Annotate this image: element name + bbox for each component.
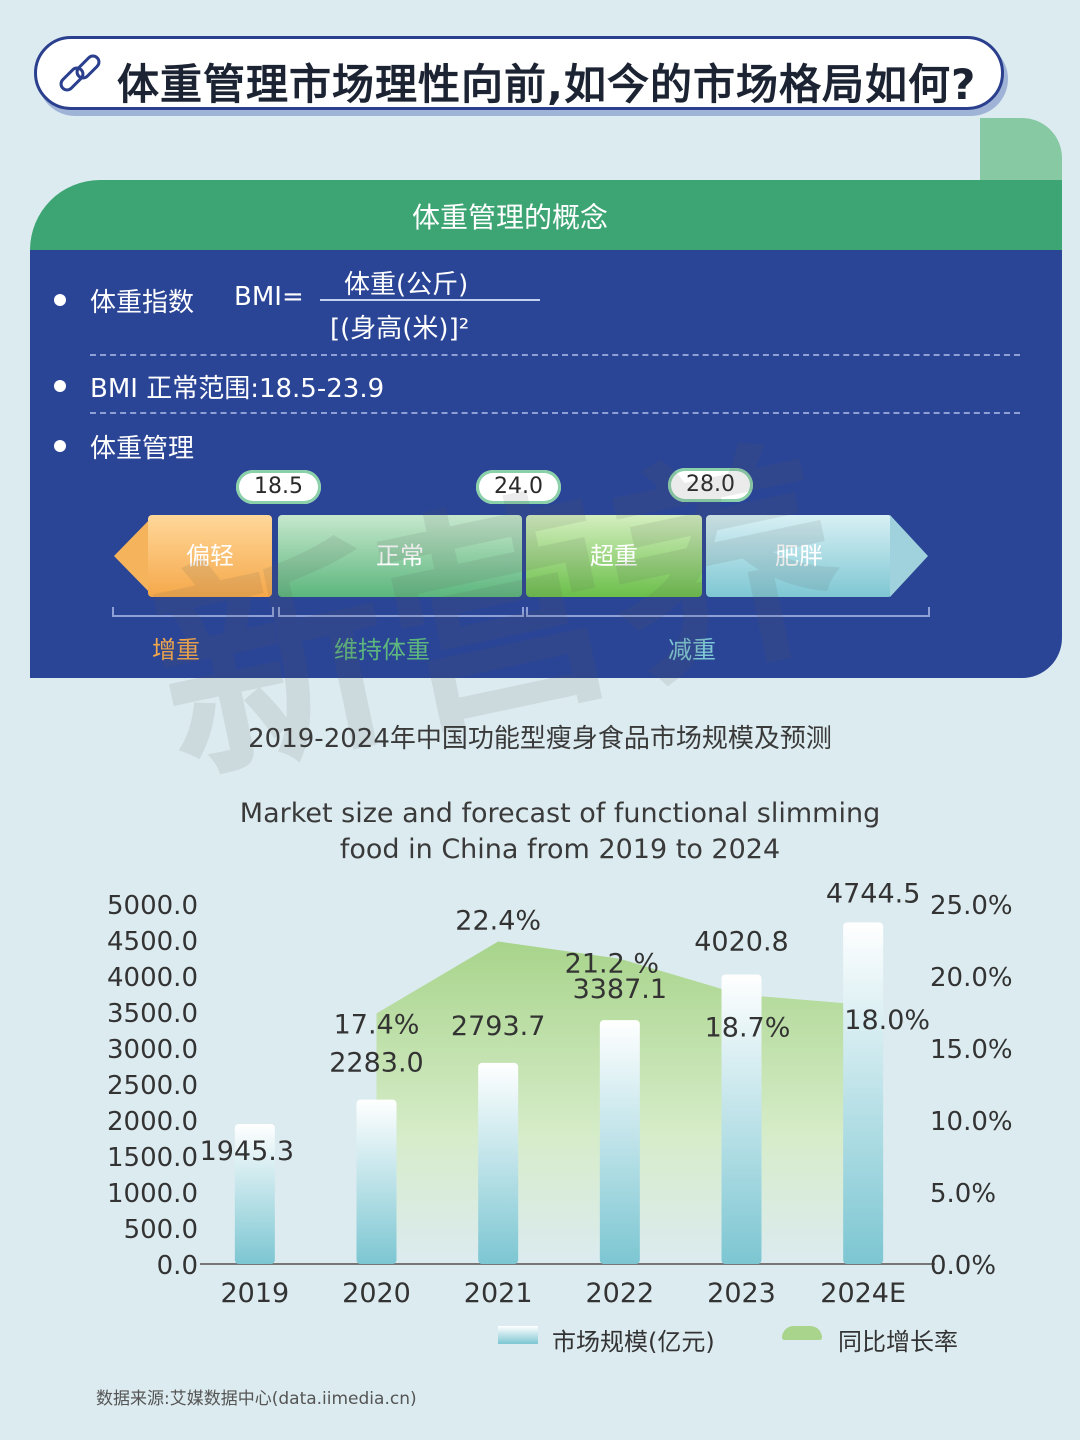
arrow-right-icon	[890, 515, 928, 597]
bar-market-size	[356, 1099, 397, 1264]
bar-market-size	[478, 1062, 519, 1264]
bracket	[278, 607, 524, 617]
y-right-tick-label: 25.0%	[930, 891, 1013, 921]
y-left-tick-label: 2500.0	[107, 1071, 198, 1101]
x-category-label: 2019	[220, 1278, 289, 1309]
y-left-tick-label: 5000.0	[107, 891, 198, 921]
y-left-tick-label: 1500.0	[107, 1143, 198, 1173]
data-source: 数据来源:艾媒数据中心(data.iimedia.cn)	[96, 1389, 417, 1409]
y-right-tick-label: 15.0%	[930, 1035, 1013, 1065]
chart-subtitle: Market size and forecast of functional s…	[0, 796, 1080, 868]
divider	[90, 354, 1020, 356]
x-category-label: 2024E	[820, 1278, 906, 1309]
growth-rate-label: 21.2 %	[565, 949, 659, 980]
y-left-tick-label: 3000.0	[107, 1035, 198, 1065]
y-right-tick-label: 0.0%	[930, 1251, 996, 1281]
bmi-denominator: [(身高(米)]²	[330, 314, 470, 344]
y-right-tick-label: 20.0%	[930, 963, 1013, 993]
bar-market-size	[599, 1020, 640, 1264]
bullet-icon	[54, 440, 66, 452]
chart-subtitle-line1: Market size and forecast of functional s…	[239, 798, 881, 829]
arrow-left-icon	[114, 515, 154, 597]
goal-maintain: 维持体重	[334, 636, 430, 664]
bmi-label: 体重指数	[90, 288, 195, 318]
threshold-bubble: 18.5	[236, 470, 321, 504]
growth-rate-label: 18.0%	[844, 1005, 930, 1036]
goal-gain: 增重	[152, 636, 200, 664]
y-left-tick-label: 4000.0	[107, 963, 198, 993]
bullet-icon	[54, 380, 66, 392]
y-right-tick-label: 10.0%	[930, 1107, 1013, 1137]
legend-label-market-size: 市场规模(亿元)	[552, 1328, 715, 1356]
bar-market-size	[721, 974, 762, 1264]
bar-value-label: 2283.0	[329, 1048, 423, 1079]
concept-panel-header: 体重管理的概念	[30, 180, 1062, 250]
legend-label-growth: 同比增长率	[838, 1328, 958, 1356]
bar-value-label: 3387.1	[573, 974, 667, 1005]
x-category-label: 2021	[464, 1278, 533, 1309]
page-title: 体重管理市场理性向前,如今的市场格局如何?	[117, 60, 977, 109]
y-left-tick-label: 1000.0	[107, 1179, 198, 1209]
x-category-label: 2022	[585, 1278, 654, 1309]
divider	[90, 412, 1020, 414]
growth-rate-label: 17.4%	[334, 1009, 420, 1040]
legend-swatch-area	[782, 1326, 822, 1340]
concept-panel: 体重指数 BMI= 体重(公斤) [(身高(米)]² BMI 正常范围:18.5…	[30, 250, 1062, 678]
y-left-tick-label: 500.0	[124, 1215, 198, 1245]
bmi-segment-obese: 肥胖	[706, 515, 892, 597]
bmi-segment-underweight: 偏轻	[148, 515, 272, 597]
bar-market-size	[234, 1123, 275, 1264]
y-left-tick-label: 3500.0	[107, 999, 198, 1029]
bmi-segment-normal: 正常	[278, 515, 522, 597]
bar-market-size	[843, 922, 884, 1264]
x-category-label: 2020	[342, 1278, 411, 1309]
goal-lose: 减重	[668, 636, 716, 664]
bar-value-label: 1945.3	[200, 1136, 294, 1167]
bracket	[526, 607, 930, 617]
chart-title: 2019-2024年中国功能型瘦身食品市场规模及预测	[248, 724, 832, 754]
bmi-normal-range: BMI 正常范围:18.5-23.9	[90, 374, 385, 404]
y-left-tick-label: 0.0	[157, 1251, 198, 1281]
x-category-label: 2023	[707, 1278, 776, 1309]
y-left-tick-label: 2000.0	[107, 1107, 198, 1137]
bmi-segment-overweight: 超重	[526, 515, 702, 597]
chart-subtitle-line2: food in China from 2019 to 2024	[339, 834, 781, 865]
fraction-line	[320, 299, 540, 301]
threshold-bubble: 28.0	[668, 468, 753, 502]
bar-value-label: 2793.7	[451, 1011, 545, 1042]
bullet-icon	[54, 294, 66, 306]
bar-value-label: 4744.5	[826, 880, 920, 909]
link-icon	[51, 47, 109, 109]
bmi-numerator: 体重(公斤)	[344, 270, 469, 300]
threshold-bubble: 24.0	[476, 470, 561, 504]
management-label: 体重管理	[90, 434, 195, 464]
bmi-equation: BMI=	[234, 282, 304, 312]
header-banner: 体重管理市场理性向前,如今的市场格局如何?	[34, 36, 1004, 110]
bar-chart: 0.0 500.0 1000.0 1500.0 2000.0 2500.0 3000.0 35…	[107, 880, 1013, 1309]
legend-swatch-bar	[498, 1326, 538, 1344]
concept-title: 体重管理的概念	[411, 201, 608, 234]
growth-rate-label: 22.4%	[455, 905, 541, 936]
growth-rate-label: 18.7%	[705, 1013, 791, 1044]
y-left-tick-label: 4500.0	[107, 927, 198, 957]
bracket	[112, 607, 274, 617]
y-right-tick-label: 5.0%	[930, 1179, 996, 1209]
bar-value-label: 4020.8	[694, 927, 788, 958]
decor-tab	[980, 118, 1062, 182]
